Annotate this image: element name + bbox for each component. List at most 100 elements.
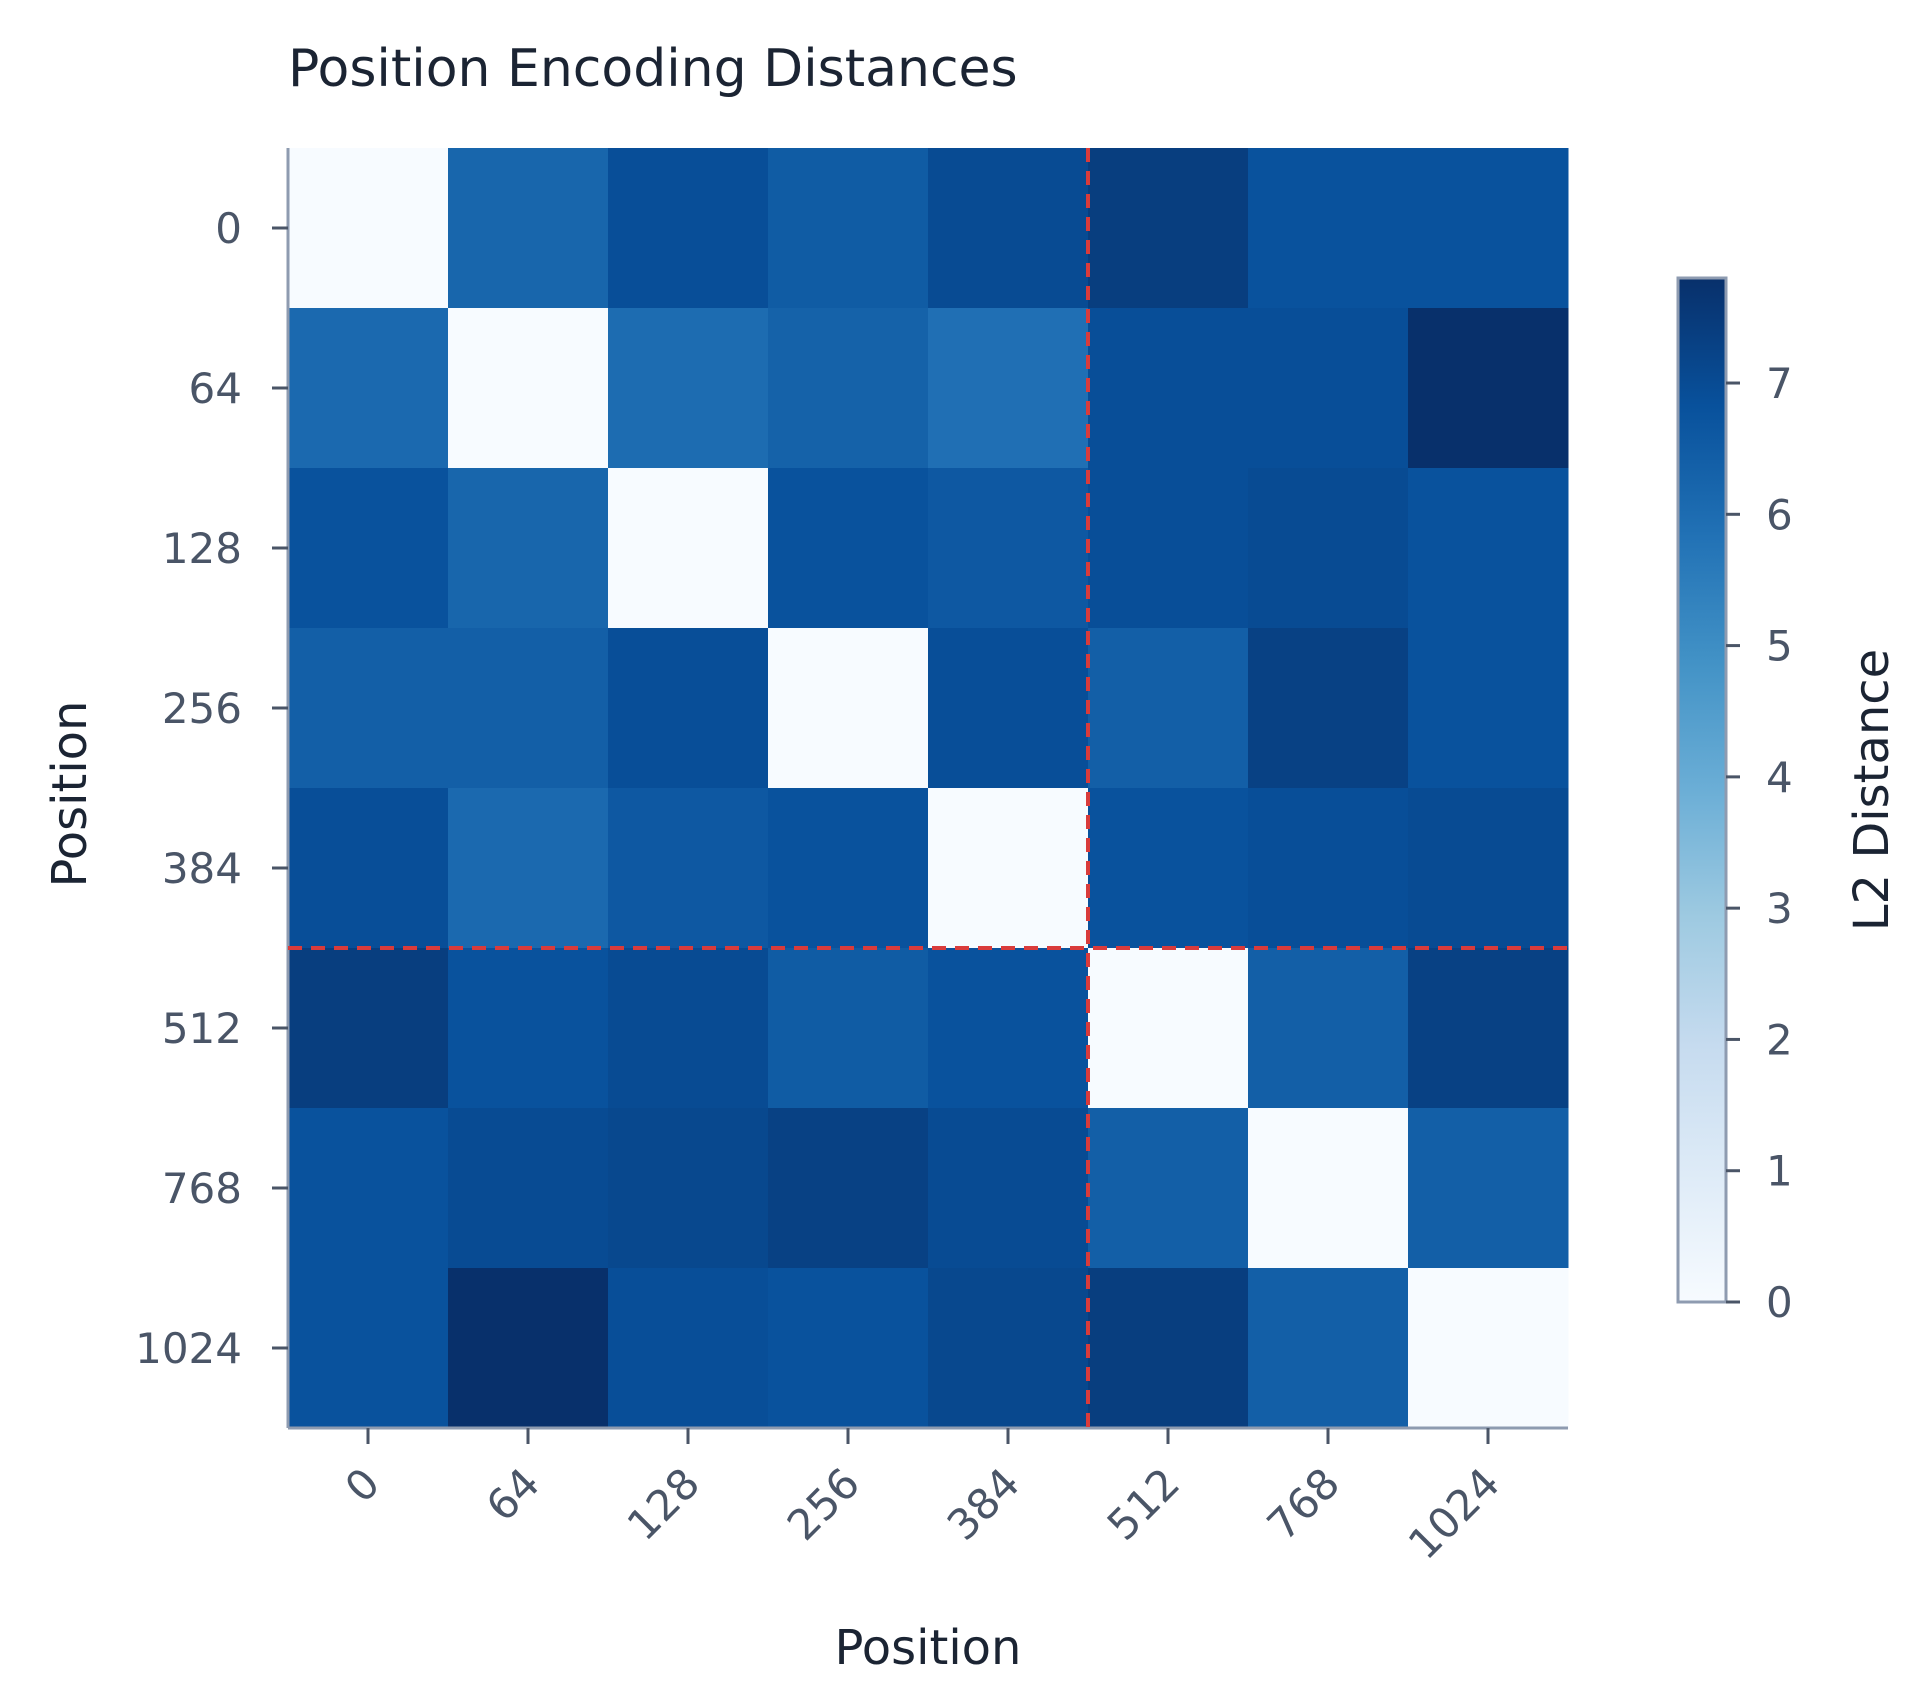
colorbar-tick-label: 3: [1766, 884, 1793, 933]
heatmap-cell: [928, 788, 1089, 949]
heatmap-cell: [448, 628, 609, 789]
heatmap-cell: [608, 628, 769, 789]
heatmap-cell: [768, 1108, 929, 1269]
colorbar-label: L2 Distance: [1844, 649, 1900, 931]
heatmap-cell: [448, 788, 609, 949]
heatmap-cell: [288, 308, 449, 469]
colorbar-tick-label: 5: [1766, 622, 1793, 671]
x-tick-label: 512: [1098, 1458, 1189, 1549]
heatmap-cell: [288, 1108, 449, 1269]
heatmap-cell: [1248, 628, 1409, 789]
heatmap-cell: [608, 1268, 769, 1429]
heatmap-cell: [768, 628, 929, 789]
heatmap-cell: [1248, 948, 1409, 1109]
heatmap-cell: [768, 308, 929, 469]
heatmap-cell: [1408, 628, 1569, 789]
x-axis-label: Position: [835, 1620, 1022, 1676]
heatmap-cell: [768, 468, 929, 629]
heatmap-cell: [1088, 948, 1249, 1109]
heatmap-cell: [1088, 628, 1249, 789]
heatmap-cell: [928, 308, 1089, 469]
heatmap-cell: [1088, 788, 1249, 949]
heatmap-cell: [1088, 308, 1249, 469]
colorbar-tick-label: 0: [1766, 1278, 1793, 1327]
x-axis-ticks: 0 64 128 256 384 512 768 1024: [336, 1428, 1509, 1569]
heatmap-cell: [1248, 308, 1409, 469]
heatmap-cell: [1408, 1268, 1569, 1429]
heatmap-cell: [928, 1268, 1089, 1429]
heatmap-cell: [608, 788, 769, 949]
heatmap-cell: [448, 948, 609, 1109]
y-tick-label: 256: [162, 684, 242, 733]
y-axis-label: Position: [42, 701, 98, 888]
x-tick-label: 1024: [1399, 1458, 1509, 1568]
heatmap-cell: [928, 148, 1089, 309]
colorbar: 0 1 2 3 4 5 6 7: [1676, 276, 1793, 1327]
heatmap-cell: [1088, 148, 1249, 309]
heatmap-cell: [1408, 788, 1569, 949]
heatmap-cell: [768, 148, 929, 309]
heatmap-cell: [448, 1268, 609, 1429]
heatmap-cell: [1248, 1108, 1409, 1269]
heatmap-cell: [1248, 148, 1409, 309]
heatmap-cell: [608, 308, 769, 469]
heatmap-cell: [928, 468, 1089, 629]
x-tick-label: 0: [336, 1458, 390, 1512]
heatmap-axes: [286, 148, 1568, 1430]
heatmap-cell: [928, 948, 1089, 1109]
x-tick-label: 768: [1258, 1458, 1349, 1549]
x-tick-label: 256: [778, 1458, 869, 1549]
heatmap-cell: [1408, 308, 1569, 469]
heatmap-cell: [288, 1268, 449, 1429]
colorbar-tick-label: 2: [1766, 1015, 1793, 1064]
heatmap-cell: [1408, 468, 1569, 629]
colorbar-tick-label: 1: [1766, 1147, 1793, 1196]
heatmap-cell: [1088, 468, 1249, 629]
reference-lines: [288, 148, 1568, 1428]
heatmap-cell: [288, 948, 449, 1109]
heatmap-cell: [288, 628, 449, 789]
heatmap-cells: [288, 148, 1569, 1429]
colorbar-gradient: [1676, 276, 1728, 1304]
y-tick-label: 0: [215, 204, 242, 253]
heatmap-cell: [448, 468, 609, 629]
colorbar-tick-label: 6: [1766, 490, 1793, 539]
heatmap-cell: [608, 148, 769, 309]
heatmap-cell: [1408, 148, 1569, 309]
chart-title: Position Encoding Distances: [288, 39, 1018, 99]
heatmap-cell: [288, 788, 449, 949]
heatmap-cell: [768, 1268, 929, 1429]
y-axis-ticks: 0 64 128 256 384 512 768 1024: [135, 204, 288, 1373]
heatmap-cell: [1408, 948, 1569, 1109]
heatmap-cell: [1248, 788, 1409, 949]
heatmap-cell: [608, 948, 769, 1109]
heatmap-cell: [608, 1108, 769, 1269]
y-tick-label: 1024: [135, 1324, 242, 1373]
heatmap-cell: [608, 468, 769, 629]
y-tick-label: 128: [162, 524, 242, 573]
heatmap-cell: [288, 148, 449, 309]
colorbar-tick-label: 4: [1766, 753, 1793, 802]
heatmap-cell: [1248, 468, 1409, 629]
heatmap-cell: [448, 148, 609, 309]
y-tick-label: 64: [189, 364, 242, 413]
heatmap-cell: [1088, 1108, 1249, 1269]
heatmap-cell: [288, 468, 449, 629]
y-tick-label: 384: [162, 844, 242, 893]
y-tick-label: 768: [162, 1164, 242, 1213]
heatmap-cell: [1248, 1268, 1409, 1429]
heatmap-cell: [448, 1108, 609, 1269]
x-tick-label: 64: [477, 1458, 549, 1530]
heatmap-cell: [1088, 1268, 1249, 1429]
colorbar-tick-label: 7: [1766, 359, 1793, 408]
heatmap-cell: [928, 1108, 1089, 1269]
heatmap-cell: [448, 308, 609, 469]
heatmap-cell: [1408, 1108, 1569, 1269]
x-tick-label: 384: [938, 1458, 1029, 1549]
heatmap-cell: [768, 788, 929, 949]
x-tick-label: 128: [618, 1458, 709, 1549]
heatmap-cell: [768, 948, 929, 1109]
y-tick-label: 512: [162, 1004, 242, 1053]
